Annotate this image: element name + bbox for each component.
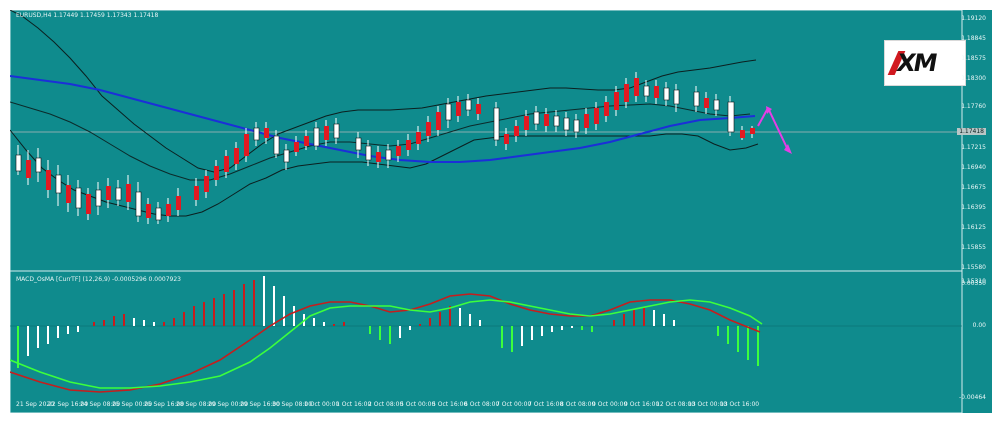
price-axis-label: 1.17760	[961, 103, 986, 110]
time-axis-label: 5 Oct 00:00	[400, 401, 436, 408]
time-axis-label: 1 Oct 00:00	[304, 401, 340, 408]
time-axis-label: 12 Oct 08:00	[656, 401, 696, 408]
price-axis-label: 1.18845	[961, 35, 986, 42]
macd-histogram	[10, 276, 962, 368]
bollinger-upper	[10, 10, 757, 173]
candles	[15, 72, 755, 224]
time-axis-label: 13 Oct 16:00	[720, 401, 760, 408]
forecast-arrows	[757, 106, 792, 154]
time-axis-label: 25 Sep 16:00	[144, 401, 185, 408]
macd-axis-label: 0.00350	[961, 280, 986, 287]
symbol-info: EURUSD,H4 1.17449 1.17459 1.17343 1.1741…	[16, 12, 159, 19]
indicator-info: MACD_OsMA [CurrTF] (12,26,9) -0.0005296 …	[16, 276, 182, 283]
time-axis-label: 22 Sep 16:00	[48, 401, 89, 408]
chart-window: EURUSD,H4 1.17449 1.17459 1.17343 1.1741…	[10, 10, 992, 413]
xm-logo: XM	[884, 40, 966, 86]
time-axis-label: 6 Oct 08:00	[464, 401, 500, 408]
time-axis-label: 21 Sep 2020	[16, 401, 55, 408]
time-axis-label: 30 Sep 08:00	[272, 401, 313, 408]
macd-axis-label: -0.00464	[959, 394, 986, 401]
blue-moving-average	[10, 75, 756, 163]
price-axis-label: 1.16395	[961, 204, 986, 211]
macd-line	[10, 293, 761, 393]
time-axis-label: 13 Oct 00:00	[688, 401, 728, 408]
time-axis-label: 25 Sep 00:00	[112, 401, 153, 408]
price-axis-label: 1.16675	[961, 184, 986, 191]
logo-text: XM	[894, 49, 938, 77]
time-axis-label: 29 Sep 00:00	[208, 401, 249, 408]
macd-axis-label: 0.00	[972, 322, 986, 329]
time-axis-label: 8 Oct 08:00	[560, 401, 596, 408]
plot-frame	[10, 10, 963, 413]
price-axis-label: 1.16940	[961, 164, 986, 171]
price-axis-label: 1.18300	[961, 75, 986, 82]
price-axis-label: 1.15310	[961, 278, 986, 285]
time-axis-label: 9 Oct 16:00	[624, 401, 660, 408]
price-axis-label: 1.19120	[961, 15, 986, 22]
signal-line	[10, 299, 763, 389]
time-axis-label: 9 Oct 00:00	[592, 401, 628, 408]
time-axis-label: 1 Oct 16:00	[336, 401, 372, 408]
price-axis-label: 1.15855	[961, 244, 986, 251]
time-axis-label: 7 Oct 16:00	[528, 401, 564, 408]
time-axis-label: 5 Oct 16:00	[432, 401, 468, 408]
current-price-label: 1.17418	[957, 128, 986, 135]
time-axis-label: 24 Sep 08:00	[80, 401, 121, 408]
price-axis-label: 1.16125	[961, 224, 986, 231]
price-axis-label: 1.17215	[961, 144, 986, 151]
time-axis-label: 28 Sep 08:00	[176, 401, 217, 408]
time-axis-label: 2 Oct 08:00	[368, 401, 404, 408]
price-axis-label: 1.18575	[961, 55, 986, 62]
bollinger-lower	[10, 129, 759, 217]
price-axis-label: 1.15580	[961, 264, 986, 271]
time-axis-label: 7 Oct 00:00	[496, 401, 532, 408]
chart-canvas	[10, 10, 963, 413]
bollinger-middle	[10, 101, 751, 181]
time-axis-label: 29 Sep 16:00	[240, 401, 281, 408]
